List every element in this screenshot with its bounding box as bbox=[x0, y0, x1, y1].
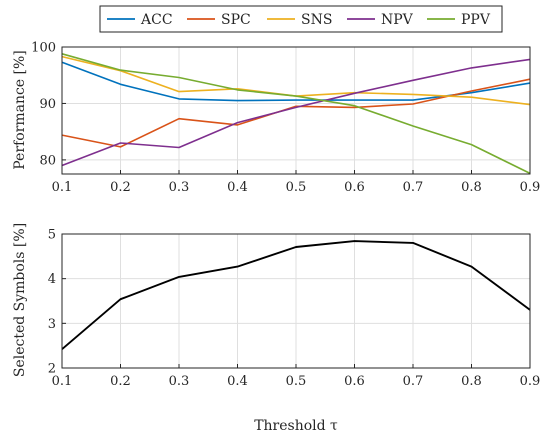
legend-label-ppv: PPV bbox=[461, 12, 491, 28]
performance-x-tick-label: 0.5 bbox=[286, 180, 307, 195]
legend-label-spc: SPC bbox=[221, 12, 251, 28]
selected-symbols-x-tick-label: 0.3 bbox=[169, 374, 190, 389]
performance-grid bbox=[61, 46, 531, 174]
selected-symbols-series bbox=[61, 240, 531, 350]
performance-x-tick-label: 0.4 bbox=[227, 180, 248, 195]
performance-y-axis-label: Performance [%] bbox=[12, 50, 28, 170]
performance-x-tick-label: 0.9 bbox=[520, 180, 541, 195]
legend-label-acc: ACC bbox=[140, 12, 173, 28]
performance-y-tick-label: 100 bbox=[31, 41, 56, 56]
legend-label-npv: NPV bbox=[381, 12, 414, 28]
series-line-spc bbox=[61, 78, 531, 148]
selected-symbols-x-tick-label: 0.9 bbox=[520, 374, 541, 389]
selected-symbols-x-tick-label: 0.7 bbox=[403, 374, 424, 389]
threshold-x-axis-label: Threshold τ bbox=[254, 418, 338, 434]
performance-x-tick-label: 0.2 bbox=[110, 180, 131, 195]
selected-symbols-x-tick-label: 0.5 bbox=[286, 374, 307, 389]
performance-chart: 0.1 0.2 0.3 0.4 0.5 0.6 0.7 0.8 0.9 80 90 100 Perfo… bbox=[12, 41, 540, 196]
series-line-ppv bbox=[61, 53, 531, 175]
selected-symbols-y-tick-label: 5 bbox=[48, 228, 56, 243]
performance-y-tick-label: 90 bbox=[39, 97, 56, 112]
performance-x-tick-label: 0.8 bbox=[461, 180, 482, 195]
legend: ACC SPC SNS NPV PPV bbox=[99, 5, 503, 33]
selected-symbols-y-tick-label: 4 bbox=[48, 272, 56, 287]
performance-series bbox=[61, 53, 531, 175]
selected-symbols-x-tick-label: 0.4 bbox=[227, 374, 248, 389]
selected-symbols-x-tick-label: 0.8 bbox=[461, 374, 482, 389]
series-line-npv bbox=[61, 58, 531, 167]
performance-x-tick-label: 0.3 bbox=[169, 180, 190, 195]
selected-symbols-y-tick-label: 3 bbox=[48, 317, 56, 332]
selected-symbols-x-tick-label: 0.6 bbox=[344, 374, 365, 389]
performance-x-tick-label: 0.7 bbox=[403, 180, 424, 195]
performance-x-tick-label: 0.1 bbox=[52, 180, 73, 195]
performance-y-tick-label: 80 bbox=[39, 153, 56, 168]
selected-symbols-chart: 0.1 0.2 0.3 0.4 0.5 0.6 0.7 0.8 0.9 2 3 4 5 Selected… bbox=[12, 223, 540, 434]
selected-symbols-ticks: 0.1 0.2 0.3 0.4 0.5 0.6 0.7 0.8 0.9 2 3 4 5 bbox=[48, 228, 541, 390]
selected-symbols-y-tick-label: 2 bbox=[48, 362, 56, 377]
selected-symbols-grid bbox=[61, 233, 531, 369]
selected-symbols-x-tick-label: 0.2 bbox=[110, 374, 131, 389]
legend-label-sns: SNS bbox=[301, 12, 332, 28]
series-line-selected-symbols bbox=[61, 240, 531, 350]
selected-symbols-y-axis-label: Selected Symbols [%] bbox=[12, 223, 28, 377]
legend-items: ACC SPC SNS NPV PPV bbox=[107, 12, 491, 28]
performance-x-tick-label: 0.6 bbox=[344, 180, 365, 195]
performance-ticks: 0.1 0.2 0.3 0.4 0.5 0.6 0.7 0.8 0.9 80 90 100 bbox=[31, 41, 540, 196]
selected-symbols-x-tick-label: 0.1 bbox=[52, 374, 73, 389]
